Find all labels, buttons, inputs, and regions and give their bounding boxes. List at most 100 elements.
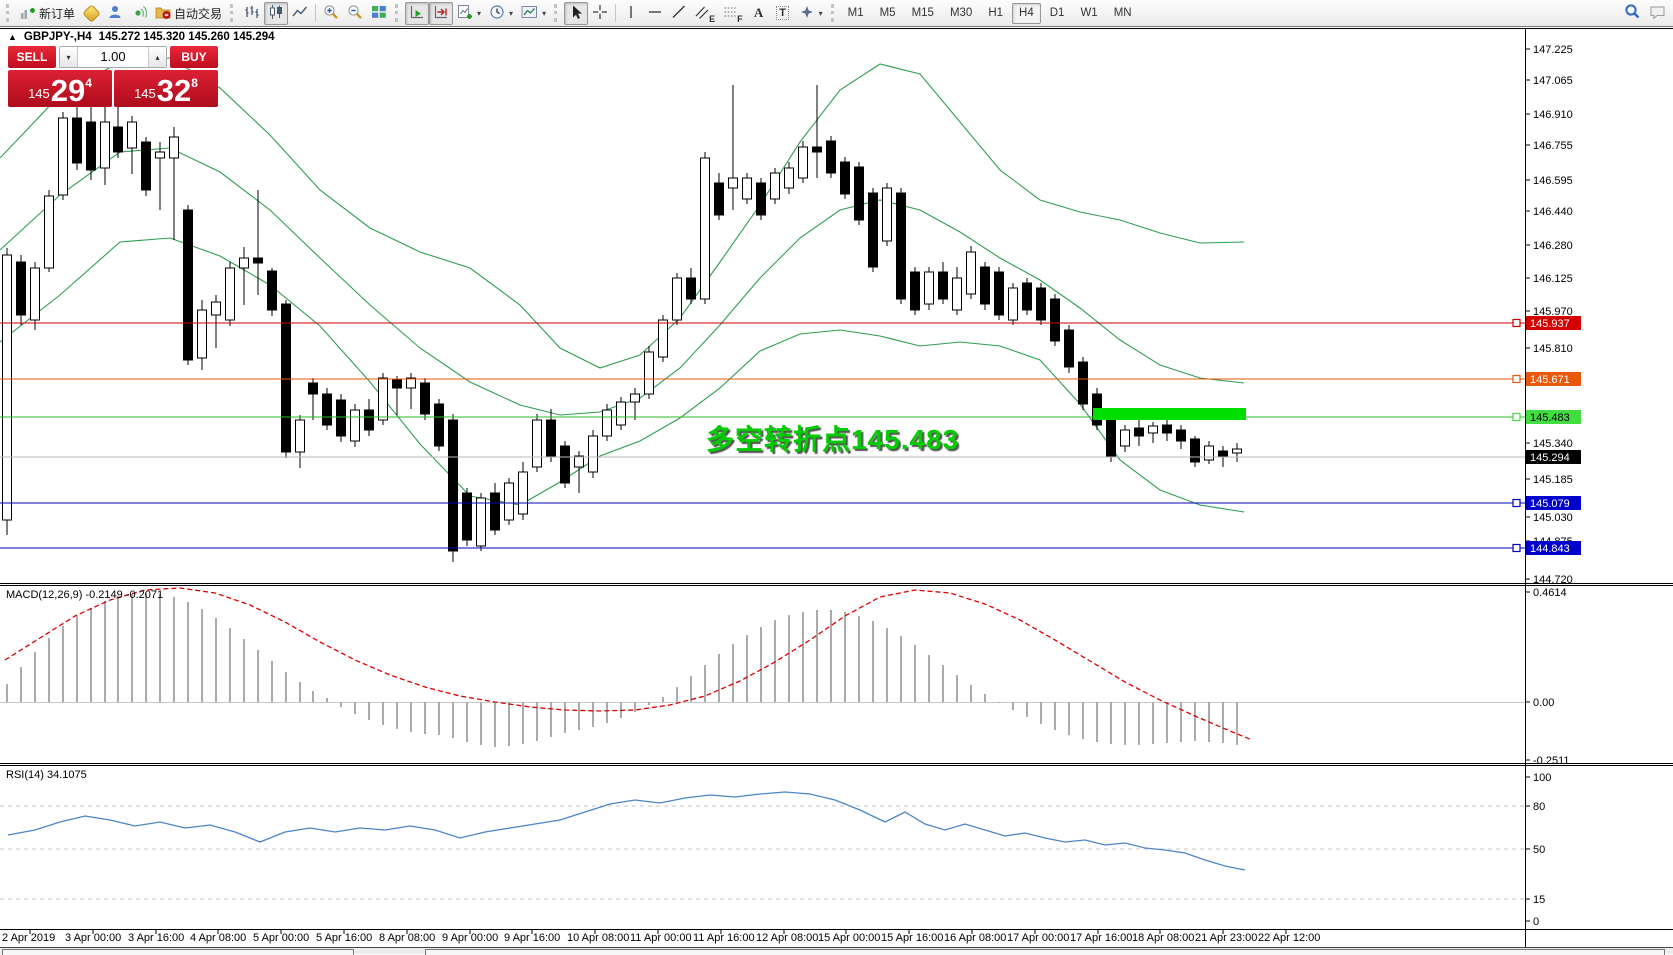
- market-watch-button[interactable]: [79, 2, 103, 25]
- svg-text:145.079: 145.079: [1530, 498, 1570, 510]
- window-tab[interactable]: [2, 949, 354, 955]
- auto-scroll-icon: [409, 4, 425, 23]
- period-button[interactable]: ▾: [485, 2, 517, 25]
- chat-button[interactable]: [1645, 2, 1671, 25]
- toolbar-grip[interactable]: [395, 4, 401, 22]
- svg-text:0.4614: 0.4614: [1533, 587, 1567, 599]
- search-button[interactable]: [1620, 2, 1645, 25]
- candlestick-chart-button[interactable]: [264, 1, 289, 25]
- timeframe-m1-button[interactable]: M1: [841, 3, 871, 24]
- line-chart-button[interactable]: [288, 2, 312, 25]
- timeframe-w1-button[interactable]: W1: [1073, 3, 1104, 24]
- fibonacci-letter: F: [737, 13, 743, 24]
- toolbar-grip[interactable]: [230, 4, 236, 22]
- sell-button[interactable]: SELL: [8, 46, 56, 68]
- buy-price-big: 32: [156, 73, 192, 108]
- svg-text:21 Apr 23:00: 21 Apr 23:00: [1195, 932, 1257, 944]
- text-label-button[interactable]: T: [771, 2, 795, 25]
- chart-shift-button[interactable]: [429, 1, 454, 25]
- svg-text:144.843: 144.843: [1530, 543, 1570, 555]
- chat-bubble-icon: [1649, 4, 1667, 23]
- tile-windows-button[interactable]: [367, 2, 391, 25]
- support-highlight-bar: [1093, 408, 1246, 420]
- candles-layer: [2, 85, 1242, 562]
- svg-text:4 Apr 08:00: 4 Apr 08:00: [190, 932, 246, 944]
- svg-text:15 Apr 00:00: 15 Apr 00:00: [818, 932, 880, 944]
- auto-scroll-button[interactable]: [405, 1, 430, 25]
- chevron-down-icon: ▾: [66, 52, 71, 62]
- timeframe-mn-button[interactable]: MN: [1107, 3, 1139, 24]
- toolbar-grip[interactable]: [6, 4, 12, 22]
- timeframe-m30-button[interactable]: M30: [943, 3, 979, 24]
- chart-profile-icon: [521, 4, 538, 23]
- volume-decrease-button[interactable]: ▾: [60, 47, 78, 67]
- svg-text:146.440: 146.440: [1533, 206, 1573, 218]
- chart-profile-button[interactable]: ▾: [517, 2, 550, 25]
- volume-increase-button[interactable]: ▴: [148, 47, 166, 67]
- person-icon: [107, 4, 123, 23]
- svg-text:5 Apr 16:00: 5 Apr 16:00: [316, 932, 372, 944]
- auto-trading-button[interactable]: 自动交易: [151, 2, 226, 25]
- svg-text:3 Apr 16:00: 3 Apr 16:00: [128, 932, 184, 944]
- equidistant-channel-button[interactable]: E: [691, 2, 719, 25]
- collapse-arrow-icon[interactable]: ▲: [8, 32, 17, 42]
- crosshair-button[interactable]: [588, 2, 612, 25]
- timeframe-m15-button[interactable]: M15: [905, 3, 941, 24]
- sell-price-prefix: 145: [28, 86, 50, 101]
- macd-layer: 0.4614 0.00 -0.2511: [0, 587, 1570, 767]
- new-order-button[interactable]: 新订单: [16, 2, 79, 25]
- window-tab[interactable]: [425, 949, 1665, 955]
- svg-text:16 Apr 08:00: 16 Apr 08:00: [944, 932, 1006, 944]
- crosshair-icon: [592, 4, 608, 23]
- cursor-button[interactable]: [564, 1, 589, 25]
- timeframe-h1-button[interactable]: H1: [981, 3, 1010, 24]
- macd-label: MACD(12,26,9) -0.2149 -0.2071: [6, 589, 164, 601]
- buy-button[interactable]: BUY: [170, 46, 218, 68]
- horizontal-line-button[interactable]: [643, 2, 667, 25]
- svg-text:10 Apr 08:00: 10 Apr 08:00: [567, 932, 629, 944]
- sell-price[interactable]: 145 29 4: [8, 70, 112, 107]
- svg-text:17 Apr 00:00: 17 Apr 00:00: [1007, 932, 1069, 944]
- buy-price-pip: 8: [191, 76, 198, 90]
- ohlc-values: 145.272 145.320 145.260 145.294: [98, 31, 275, 43]
- svg-text:80: 80: [1533, 801, 1545, 813]
- svg-text:144.720: 144.720: [1533, 574, 1573, 586]
- zoom-out-button[interactable]: [343, 2, 367, 25]
- buy-price[interactable]: 145 32 8: [114, 70, 218, 107]
- volume-input[interactable]: 1.00: [100, 49, 126, 64]
- timeframe-m5-button[interactable]: M5: [873, 3, 903, 24]
- arrows-button[interactable]: ▾: [795, 2, 827, 25]
- highlight-layer: [1093, 408, 1246, 420]
- new-chart-button[interactable]: ▾: [453, 2, 485, 25]
- timeframe-d1-button[interactable]: D1: [1043, 3, 1072, 24]
- chart-shift-icon: [433, 4, 449, 23]
- clock-icon: [489, 4, 505, 23]
- tile-windows-icon: [371, 4, 387, 23]
- shapes-star-icon: [799, 4, 815, 23]
- new-chart-icon: [457, 4, 473, 23]
- line-chart-icon: [292, 4, 308, 23]
- signals-button[interactable]: [127, 2, 151, 25]
- toolbar-separator: [615, 4, 617, 22]
- rsi-layer: 100 80 50 15 0: [0, 772, 1551, 928]
- bar-chart-button[interactable]: [240, 2, 264, 25]
- trendline-button[interactable]: [667, 2, 691, 25]
- svg-text:3 Apr 00:00: 3 Apr 00:00: [65, 932, 121, 944]
- timeframe-h4-button[interactable]: H4: [1012, 2, 1041, 24]
- cursor-arrow-icon: [568, 4, 584, 23]
- trendline-icon: [671, 4, 687, 23]
- search-icon: [1624, 3, 1641, 23]
- zoom-in-button[interactable]: [319, 2, 343, 25]
- fibonacci-button[interactable]: F: [719, 2, 747, 25]
- level-lines-layer: [0, 322, 1525, 549]
- svg-text:147.225: 147.225: [1533, 44, 1573, 56]
- new-order-label: 新订单: [39, 6, 76, 21]
- toolbar-grip[interactable]: [554, 4, 560, 22]
- svg-text:50: 50: [1533, 844, 1545, 856]
- community-button[interactable]: [103, 2, 127, 25]
- vertical-line-button[interactable]: [619, 2, 643, 25]
- text-button[interactable]: A: [747, 2, 771, 25]
- toolbar-grip[interactable]: [830, 4, 837, 22]
- svg-text:145.810: 145.810: [1533, 343, 1573, 355]
